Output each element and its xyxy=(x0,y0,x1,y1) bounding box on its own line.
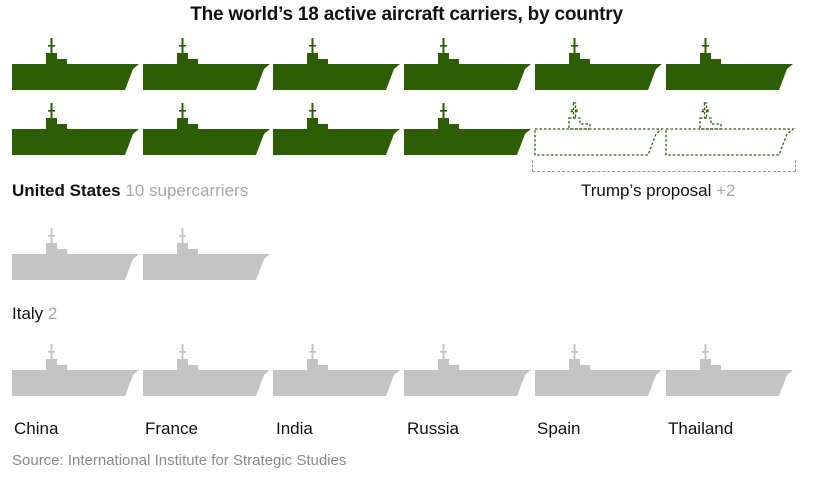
us-name: United States xyxy=(12,181,121,200)
ship-united-states xyxy=(666,38,793,90)
country-label-france: France xyxy=(145,419,198,438)
ship-russia xyxy=(404,344,531,396)
country-label-china: China xyxy=(14,419,59,438)
ship-united-states xyxy=(273,38,400,90)
proposal-name: Trump’s proposal xyxy=(581,181,712,200)
ship-united-states xyxy=(273,103,400,155)
ship-united-states xyxy=(143,103,270,155)
italy-name: Italy xyxy=(12,304,44,323)
ship-spain xyxy=(535,344,662,396)
ship-united-states xyxy=(535,38,662,90)
country-label-spain: Spain xyxy=(537,419,581,438)
ship-proposal xyxy=(534,102,664,156)
country-label-india: India xyxy=(276,419,313,438)
ship-united-states xyxy=(404,103,531,155)
proposal-label: Trump’s proposal +2 xyxy=(581,181,736,201)
ship-india xyxy=(273,344,400,396)
ship-italy xyxy=(143,228,270,280)
italy-label: Italy 2 xyxy=(12,304,57,324)
country-label-thailand: Thailand xyxy=(668,419,734,438)
ship-italy xyxy=(12,228,139,280)
ship-united-states xyxy=(12,103,139,155)
ship-united-states xyxy=(404,38,531,90)
us-label: United States 10 supercarriers xyxy=(12,181,248,201)
ship-united-states xyxy=(143,38,270,90)
italy-note: 2 xyxy=(47,304,58,323)
proposal-extra: +2 xyxy=(716,181,736,200)
proposal-bracket xyxy=(532,160,796,172)
country-label-russia: Russia xyxy=(407,419,459,438)
ship-france xyxy=(143,344,270,396)
ship-china xyxy=(12,344,139,396)
ship-proposal xyxy=(665,102,795,156)
source-note: Source: International Institute for Stra… xyxy=(12,452,347,469)
chart-title: The world’s 18 active aircraft carriers,… xyxy=(190,4,623,25)
ship-united-states xyxy=(12,38,139,90)
us-note: 10 supercarriers xyxy=(125,181,249,200)
ship-thailand xyxy=(666,344,793,396)
